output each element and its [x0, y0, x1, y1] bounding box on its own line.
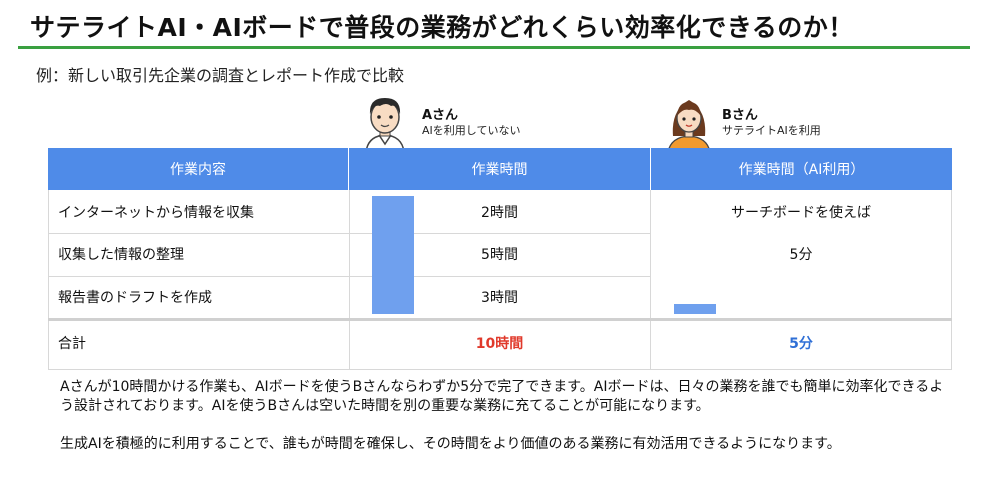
column-divider [349, 190, 350, 370]
comparison-table: 作業内容 作業時間 作業時間（AI利用） インターネットから情報を収集 2時間 … [48, 148, 952, 370]
description-paragraph-2: 生成AIを積極的に利用することで、誰もが時間を確保し、その時間をより価値のある業… [60, 436, 841, 452]
table-row-time: 3時間 [481, 290, 518, 306]
person-a-desc: AIを利用していない [422, 124, 521, 137]
person-b-desc: サテライトAIを利用 [722, 124, 821, 137]
page-title: サテライトAI・AIボードで普段の業務がどれくらい効率化できるのか！ [30, 13, 854, 42]
ai-note: サーチボードを使えば [731, 205, 871, 221]
page-subtitle: 例：新しい取引先企業の調査とレポート作成で比較 [36, 66, 405, 85]
table-row-time: 2時間 [481, 205, 518, 221]
title-underline [18, 46, 970, 49]
header-ai-time: 作業時間（AI利用） [651, 148, 952, 190]
ai-time: 5分 [789, 247, 813, 263]
table-row-task: 収集した情報の整理 [58, 247, 184, 263]
header-time: 作業時間 [349, 148, 650, 190]
person-a-name: Aさん [422, 108, 459, 123]
row-divider [48, 276, 650, 277]
description-paragraph-1: Aさんが10時間かける作業も、AIボードを使うBさんならわずか5分で完了できます… [60, 379, 944, 414]
table-border-right [951, 190, 952, 370]
person-b-name: Bさん [722, 108, 758, 123]
man-avatar-icon [358, 92, 412, 153]
table-row-time: 5時間 [481, 247, 518, 263]
time-bar-b [674, 304, 716, 314]
column-divider [650, 190, 651, 370]
table-border-left [48, 190, 49, 370]
row-divider [48, 233, 650, 234]
total-separator [48, 318, 952, 321]
total-ai-time: 5分 [789, 336, 813, 352]
table-row-task: インターネットから情報を収集 [58, 205, 254, 221]
header-task: 作業内容 [48, 148, 348, 190]
time-bar-a [372, 196, 414, 314]
total-time: 10時間 [475, 336, 524, 352]
total-label: 合計 [58, 336, 86, 352]
table-row-task: 報告書のドラフトを作成 [58, 290, 212, 306]
table-border-bottom [48, 369, 952, 370]
woman-avatar-icon [662, 92, 716, 153]
